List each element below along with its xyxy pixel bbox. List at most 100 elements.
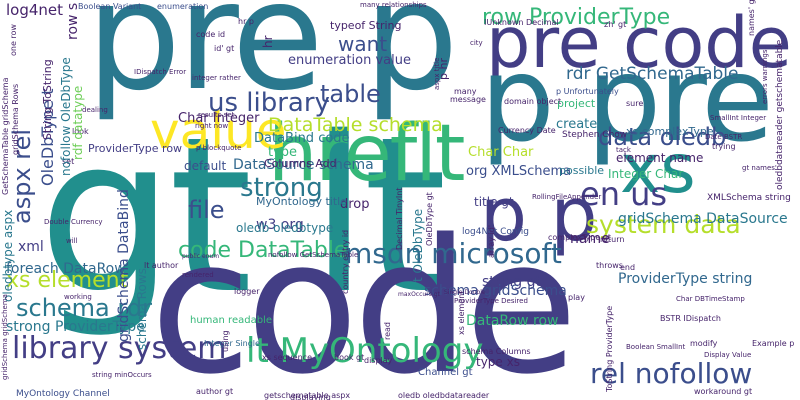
word-foreach-datarow: foreach DataRow (6, 261, 126, 277)
word-domain-object: domain object (504, 97, 562, 106)
word-oledbtype-gt: OleDbType gt (425, 192, 434, 246)
word-row-s: row s (65, 2, 81, 40)
word-rdr-getschematable: rdr GetSchemaTable (566, 64, 739, 84)
word-hr-p: hr p (238, 17, 254, 26)
word-log4net: log4net (6, 1, 64, 19)
word-display-value: Display Value (704, 351, 752, 359)
word-xs: xs (620, 130, 696, 209)
word-gridschema-gridschema: gridSchema gridSchema (1, 294, 9, 380)
word-p-hr: p hr (437, 58, 450, 80)
word-many: many (454, 87, 477, 96)
word-org-xmlschema: org XMLSchema (466, 164, 572, 179)
word-p-unfortunately: p Unfortunately (556, 87, 619, 96)
word-strong-providertype: strong ProviderType (6, 319, 145, 335)
word-datarow-row: DataRow row (466, 313, 559, 329)
word-getschematable-gridschema: GetSchemaTable gridSchema (1, 77, 10, 195)
word-string-gt: string gt (482, 274, 542, 290)
word-type-xs: type xs (476, 355, 520, 369)
word-title-gt: title gt (474, 195, 514, 209)
word-display: display (364, 356, 393, 365)
word-table: table (320, 80, 381, 108)
word-boolean-variant: Boolean Variant (78, 2, 142, 11)
word-displaying: displaying (290, 393, 331, 400)
word-char-integer: Char Integer (178, 111, 260, 126)
word-complextype-gt: complexType gt (548, 233, 612, 242)
word-gt-names: gt names' (742, 164, 777, 172)
word-bstr-idispatch: BSTR IDispatch (660, 314, 721, 323)
word-w3-org: w3 org (256, 217, 304, 233)
word-currency-date: Currency Date (498, 126, 556, 135)
word-code-datatable: code DataTable (178, 238, 348, 263)
word-single-double: Single Double (444, 289, 486, 296)
word-schema-columns: schema Columns (462, 347, 531, 356)
word-rollingfileappender: RollingFileAppender (532, 193, 602, 201)
word-p-blockquote: p blockquote (196, 144, 242, 152)
word-id-gt: id' gt (214, 44, 235, 53)
word-library-system: library system (12, 331, 227, 366)
word-gridschema-databind: gridSchema DataBind (116, 189, 132, 342)
word-getschematable-aspx: getschematable aspx (264, 391, 351, 400)
word-char-dbtimestamp: Char DBTimeStamp (676, 295, 745, 303)
word-p-pre: p pre (480, 30, 774, 168)
word-results-set: results set (198, 111, 235, 119)
word-integer-char: Integer Char (608, 167, 684, 181)
word-schema-gridschema: schema gridSchema (424, 283, 567, 299)
word-p-p: p p (480, 172, 598, 258)
word-sure: sure (626, 99, 644, 108)
word-typeof-string: typeof String (330, 19, 402, 32)
word-working: working (64, 293, 92, 301)
word-string-tostring: String ToString (41, 59, 54, 140)
word-will: will (66, 237, 78, 245)
word-using: using (221, 330, 230, 352)
word-smallint-integer: SmallInt Integer (710, 114, 767, 122)
word-code-bottom: code (150, 199, 578, 400)
word-double-currency: Double Currency (44, 218, 103, 226)
word-iunknown-decimal: IUnknown Decimal (484, 18, 559, 27)
word-end: end (620, 263, 636, 272)
word-us-library: us library (208, 88, 330, 118)
word-xml: xml (18, 239, 44, 255)
word-public-enum: public enum (182, 253, 220, 260)
word-right-now: right now (195, 122, 229, 130)
word-want: want (338, 32, 388, 56)
word-array-id: array id' (487, 224, 496, 258)
word-code-id: code id (196, 30, 226, 39)
word-throws: throws (596, 261, 623, 270)
word-return: return (600, 235, 625, 244)
word-names-gt: names' gt (747, 0, 756, 36)
word-errors-warnings: errors warnings (761, 49, 769, 105)
word-boolean-smallint: Boolean SmallInt (626, 343, 686, 351)
word-drop: drop (340, 197, 370, 212)
word-rel-nofollow: rel nofollow (590, 357, 753, 390)
word-pre-code: pre code (486, 2, 792, 84)
word-oledb-oledbtype: oledb oledbtype (236, 221, 334, 235)
word-databind-code: DataBind code (254, 131, 350, 146)
word-play: play (568, 293, 585, 302)
word-element-name: element name (616, 151, 704, 165)
word-rdf-datatype: rdf datatype (71, 85, 85, 160)
word-enumeration-value: enumeration value (288, 53, 411, 68)
word-oledbdatareader-getschematable: oledbdatareader getschematable (775, 39, 785, 190)
word-xs-element2: xs element (457, 290, 466, 335)
word-name: name (570, 231, 610, 247)
word-default: default (184, 159, 227, 173)
word-read: read (383, 321, 392, 340)
word-integer-single: Integer Single (204, 339, 260, 348)
word-gridschema-rows: gridSchema Rows (11, 83, 20, 155)
word-example-p: Example p (752, 339, 795, 348)
word-xs-sequence: xs sequence (262, 353, 312, 362)
word-lt-myontology: lt MyOntology (246, 331, 484, 371)
word-project: project (557, 97, 596, 110)
word-myontology-title: MyOntology title (256, 195, 347, 208)
word-channel-gt: Channel gt (418, 367, 473, 378)
word-country-entry-id: country entry id (341, 229, 350, 294)
word-log4net-config: log4Net Config (462, 227, 529, 237)
word-modify: modify (690, 339, 718, 348)
word-look: look (72, 127, 89, 136)
word-schema-rdr: schema rdr (16, 294, 152, 322)
word-zh-gt: zh' gt (604, 20, 627, 29)
word-one-row: one row (9, 24, 18, 56)
word-date-bstr: Date BSTR (705, 133, 743, 141)
word-datasource-schema: DataSource schema (233, 157, 374, 173)
